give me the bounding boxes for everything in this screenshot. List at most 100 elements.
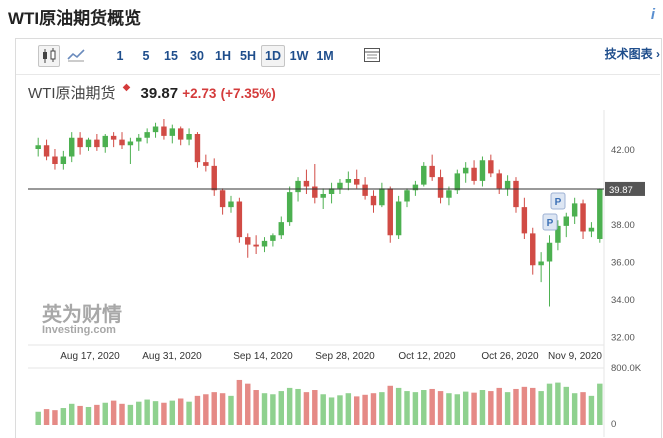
candle-body [169, 128, 176, 136]
event-marker[interactable]: P [542, 213, 558, 231]
candle-body [328, 188, 335, 194]
candle-body [68, 137, 75, 157]
volume-bar [152, 401, 159, 425]
candle [236, 197, 243, 243]
candle [563, 212, 570, 238]
x-tick-label: Nov 9, 2020 [548, 351, 602, 362]
volume-bar [353, 396, 360, 425]
x-axis: Aug 17, 2020 Aug 31, 2020 Sep 14, 2020 Sep … [60, 351, 602, 362]
candle [496, 169, 502, 194]
candle-body [555, 225, 561, 243]
candle [379, 182, 385, 208]
candle [320, 188, 326, 209]
volume-bar [236, 379, 243, 425]
candle-body [152, 126, 159, 133]
candle-body [119, 139, 125, 146]
page-title: WTI原油期货概览 [8, 9, 142, 28]
candle-body [588, 227, 595, 232]
candlestick-icon[interactable] [38, 45, 60, 67]
candle [119, 132, 125, 149]
x-tick-label: Oct 26, 2020 [481, 351, 539, 362]
volume-bar [462, 391, 469, 425]
volume-bar [194, 395, 201, 425]
candle [261, 237, 268, 253]
volume-bar [136, 401, 142, 425]
candle-body [286, 192, 293, 223]
chevron-right-icon: › [656, 47, 660, 61]
candle [404, 188, 410, 208]
candle [412, 180, 419, 196]
candle-body [219, 190, 226, 208]
timeframe-5min[interactable]: 5 [142, 49, 150, 63]
volume-bar [370, 393, 377, 425]
candle-body [530, 233, 536, 266]
volume-bar [530, 387, 536, 425]
candle-body [597, 188, 603, 239]
candle-body [504, 180, 511, 189]
candle [186, 128, 192, 146]
candle-body [337, 182, 343, 189]
candle [253, 235, 259, 254]
candle-body [395, 201, 402, 236]
volume-bar [169, 400, 176, 425]
technical-chart-link[interactable]: 技术图表 › [605, 45, 660, 62]
timeframe-5h[interactable]: 5H [240, 49, 256, 63]
candle-body [521, 207, 528, 234]
volume-bar [421, 390, 427, 425]
volume-bar [320, 394, 326, 425]
x-tick-label: Sep 28, 2020 [315, 351, 375, 362]
candle [530, 227, 536, 275]
candle [152, 122, 159, 138]
candle-body [563, 216, 570, 226]
volume-bar [471, 392, 477, 425]
timeframe-1min[interactable]: 1 [116, 49, 124, 63]
timeframe-1h[interactable]: 1H [215, 49, 231, 63]
candle [328, 182, 335, 204]
volume-bar [404, 391, 410, 425]
line-chart-icon[interactable] [66, 45, 86, 65]
candle-body [479, 160, 486, 181]
candle [286, 186, 293, 226]
candle-body [245, 237, 251, 245]
timeframe-15min[interactable]: 15 [164, 49, 178, 63]
event-marker-badge [550, 192, 566, 210]
table-icon[interactable] [362, 45, 382, 65]
volume-bar [588, 395, 595, 425]
timeframe-1w[interactable]: 1W [289, 49, 309, 63]
candle [161, 119, 167, 140]
volume-bar [77, 405, 83, 425]
volume-bar [538, 391, 544, 425]
candle [127, 137, 134, 164]
candle [588, 222, 595, 238]
candle [85, 137, 92, 151]
candle [437, 169, 444, 204]
up-arrow-icon: ◆ [122, 82, 131, 93]
info-icon[interactable]: i [650, 6, 655, 23]
last-price-tag [605, 181, 645, 196]
timeframe-1m[interactable]: 1M [316, 49, 334, 63]
volume-bar [387, 385, 393, 425]
volume-bar [270, 394, 276, 425]
event-marker[interactable]: P [550, 192, 566, 210]
chart-toolbar: 1 5 15 30 1H 5H 1D 1W 1M 技术图表 › [16, 40, 660, 70]
event-marker-label: P [547, 218, 554, 229]
candle [52, 149, 58, 170]
volume-bar [446, 393, 452, 425]
volume-bar [68, 403, 75, 425]
candle-body [261, 240, 268, 247]
volume-bar [161, 402, 167, 425]
timeframe-30min[interactable]: 30 [190, 49, 204, 63]
volume-bar [328, 397, 335, 425]
last-price-line: 39.87 [28, 181, 645, 196]
candle-body [77, 137, 83, 148]
candle-body [110, 135, 117, 140]
timeframe-1d[interactable]: 1D [261, 45, 285, 67]
volume-bar [245, 383, 251, 425]
candle-body [387, 188, 393, 236]
candle [504, 175, 511, 196]
candle-body [177, 128, 184, 140]
volume-bar [362, 394, 368, 425]
x-tick-label: Aug 31, 2020 [142, 351, 202, 362]
candle [35, 137, 41, 157]
